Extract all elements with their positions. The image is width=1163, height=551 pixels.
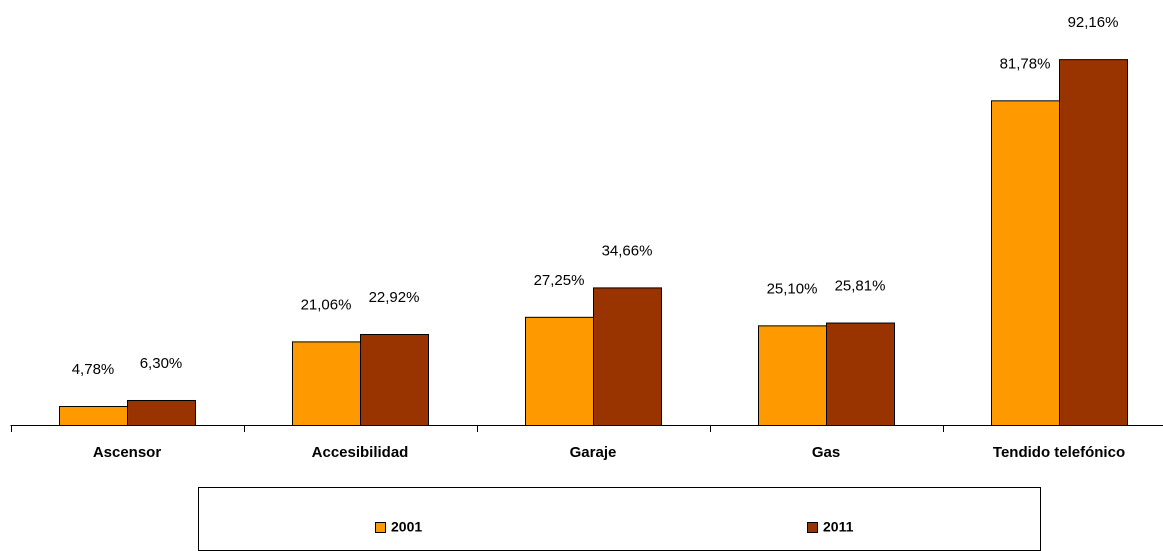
legend-swatch [375, 522, 386, 533]
legend-label: 2011 [823, 519, 854, 535]
value-label: 25,81% [835, 278, 886, 295]
x-tick-label: Garaje [570, 444, 617, 461]
value-label: 92,16% [1068, 14, 1119, 31]
legend-box [198, 487, 1041, 551]
bar [525, 316, 594, 427]
value-label: 25,10% [767, 280, 818, 297]
x-tick-label: Ascensor [93, 444, 162, 461]
bar [59, 406, 128, 427]
x-tick-label: Tendido telefónico [993, 444, 1125, 461]
bar [991, 100, 1060, 426]
bar [1059, 59, 1128, 427]
value-label: 22,92% [369, 289, 420, 306]
bar [127, 399, 196, 427]
legend-label: 2001 [391, 519, 422, 535]
value-label: 27,25% [534, 272, 585, 289]
value-label: 81,78% [1000, 55, 1051, 72]
value-label: 34,66% [602, 242, 653, 259]
bar [758, 325, 827, 426]
bar [292, 341, 361, 427]
value-label: 21,06% [301, 296, 352, 313]
value-label: 6,30% [140, 355, 183, 372]
value-label: 4,78% [72, 361, 115, 378]
x-tick-label: Accesibilidad [312, 444, 409, 461]
x-tick-label: Gas [812, 444, 840, 461]
legend-swatch [807, 522, 818, 533]
bar [826, 322, 895, 426]
bar [593, 287, 662, 427]
bar [360, 334, 429, 426]
